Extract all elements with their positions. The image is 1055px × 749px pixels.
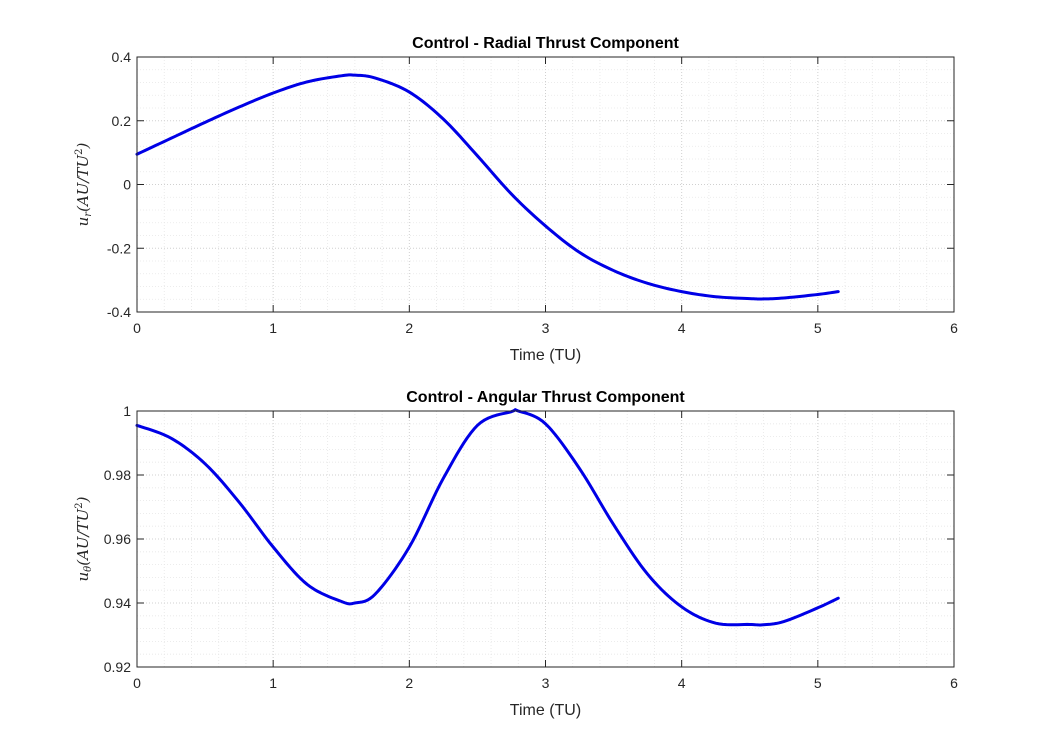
x-axis-label: Time (TU) xyxy=(510,702,581,719)
x-tick-label: 4 xyxy=(678,675,686,691)
x-tick-label: 3 xyxy=(542,675,550,691)
y-tick-label: -0.4 xyxy=(107,304,131,320)
angular-thrust-chart: 0 1 2 3 4 5 6 0.92 0.94 0.96 0.98 1 Control - Angu… xyxy=(74,389,958,719)
x-tick-labels: 0 1 2 3 4 5 6 xyxy=(133,675,958,691)
y-tick-label: -0.2 xyxy=(107,240,131,256)
y-tick-label: 0.96 xyxy=(104,531,131,547)
y-tick-label: 0.2 xyxy=(112,113,132,129)
y-tick-label: 0.98 xyxy=(104,467,131,483)
x-tick-label: 0 xyxy=(133,675,141,691)
x-tick-label: 2 xyxy=(405,675,413,691)
y-label-unit: (AU/TU xyxy=(74,154,92,212)
y-label-close: ) xyxy=(74,496,92,503)
x-tick-label: 3 xyxy=(542,320,550,336)
x-tick-label: 5 xyxy=(814,675,822,691)
y-label-subscript: θ xyxy=(83,566,94,572)
chart-title: Control - Angular Thrust Component xyxy=(406,389,685,406)
x-tick-label: 1 xyxy=(269,675,277,691)
y-label-subscript: r xyxy=(83,211,94,217)
y-axis-label: ur(AU/TU2) xyxy=(74,143,94,227)
y-tick-labels: 0.92 0.94 0.96 0.98 1 xyxy=(104,403,131,675)
x-tick-label: 6 xyxy=(950,320,958,336)
x-tick-label: 0 xyxy=(133,320,141,336)
y-label-superscript: 2 xyxy=(74,502,85,508)
y-label-superscript: 2 xyxy=(74,149,85,155)
axes-box xyxy=(136,56,955,313)
x-tick-label: 2 xyxy=(405,320,413,336)
y-tick-label: 1 xyxy=(123,403,131,419)
y-tick-label: 0.92 xyxy=(104,659,131,675)
y-tick-label: 0.4 xyxy=(112,49,132,65)
y-tick-labels: -0.4 -0.2 0 0.2 0.4 xyxy=(107,49,131,320)
x-axis-label: Time (TU) xyxy=(510,347,581,364)
x-tick-labels: 0 1 2 3 4 5 6 xyxy=(133,320,958,336)
y-tick-label: 0.94 xyxy=(104,595,131,611)
axes-box xyxy=(136,410,955,668)
y-label-base: u xyxy=(74,217,92,227)
radial-thrust-chart: 0 1 2 3 4 5 6 -0.4 -0.2 0 0.2 0.4 Control - Radial… xyxy=(74,35,958,364)
y-label-base: u xyxy=(74,572,92,582)
x-tick-label: 6 xyxy=(950,675,958,691)
y-label-unit: (AU/TU xyxy=(74,507,92,565)
chart-title: Control - Radial Thrust Component xyxy=(412,35,679,52)
y-axis-label: uθ(AU/TU2) xyxy=(74,496,94,581)
x-tick-label: 1 xyxy=(269,320,277,336)
series-line xyxy=(135,73,840,301)
x-tick-label: 4 xyxy=(678,320,686,336)
x-tick-label: 5 xyxy=(814,320,822,336)
y-label-close: ) xyxy=(74,143,92,150)
y-tick-label: 0 xyxy=(123,177,131,193)
